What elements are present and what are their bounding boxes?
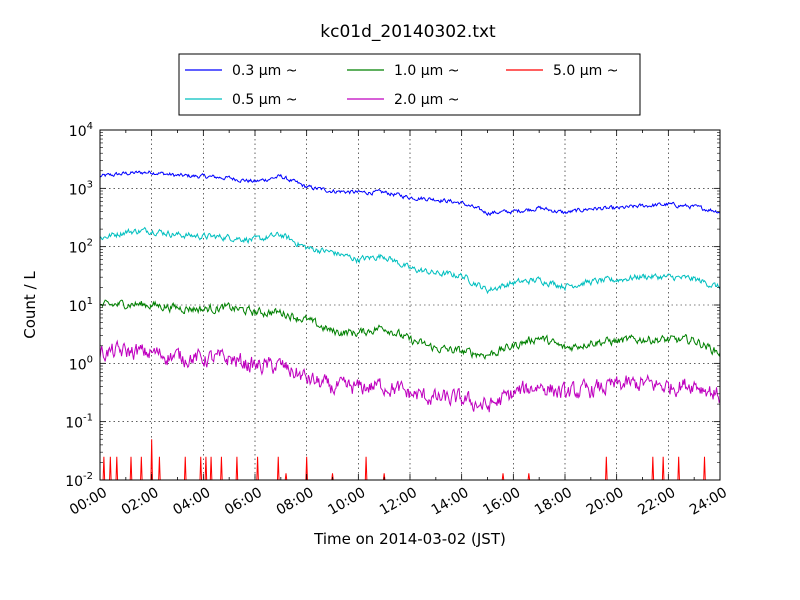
x-axis-label: Time on 2014-03-02 (JST) bbox=[313, 530, 506, 548]
y-tick-label: 102 bbox=[69, 238, 93, 257]
x-tick-label: 24:00 bbox=[687, 485, 730, 519]
legend-label-2: 1.0 μm ~ bbox=[394, 63, 459, 79]
x-tick-label: 20:00 bbox=[584, 485, 627, 519]
y-axis-label: Count / L bbox=[21, 271, 39, 339]
y-tick-label: 100 bbox=[69, 354, 93, 373]
x-tick-label: 10:00 bbox=[325, 485, 368, 519]
legend-label-4: 5.0 μm ~ bbox=[553, 63, 618, 79]
x-tick-label: 04:00 bbox=[170, 485, 213, 519]
x-tick-label: 12:00 bbox=[377, 485, 420, 519]
series-line-4 bbox=[100, 439, 720, 481]
x-tick-label: 22:00 bbox=[635, 485, 678, 519]
series-line-3 bbox=[99, 339, 721, 413]
y-tick-label: 10-1 bbox=[65, 413, 93, 432]
y-tick-label: 10-2 bbox=[65, 471, 93, 490]
series-line-1 bbox=[99, 226, 721, 295]
series-line-0 bbox=[99, 170, 721, 217]
legend-label-1: 0.5 μm ~ bbox=[232, 92, 297, 108]
legend bbox=[178, 53, 641, 116]
x-tick-label: 02:00 bbox=[119, 485, 162, 519]
y-tick-label: 101 bbox=[69, 296, 93, 315]
y-tick-label: 103 bbox=[69, 179, 93, 198]
x-tick-label: 06:00 bbox=[222, 485, 265, 519]
x-tick-label: 16:00 bbox=[480, 485, 523, 519]
x-tick-label: 14:00 bbox=[429, 485, 472, 519]
series-line-2 bbox=[99, 299, 721, 361]
x-tick-label: 18:00 bbox=[532, 485, 575, 519]
chart-title: kc01d_20140302.txt bbox=[320, 22, 496, 42]
y-tick-label: 104 bbox=[69, 121, 93, 140]
legend-label-3: 2.0 μm ~ bbox=[394, 92, 459, 108]
legend-label-0: 0.3 μm ~ bbox=[232, 63, 297, 79]
x-tick-label: 08:00 bbox=[274, 485, 317, 519]
